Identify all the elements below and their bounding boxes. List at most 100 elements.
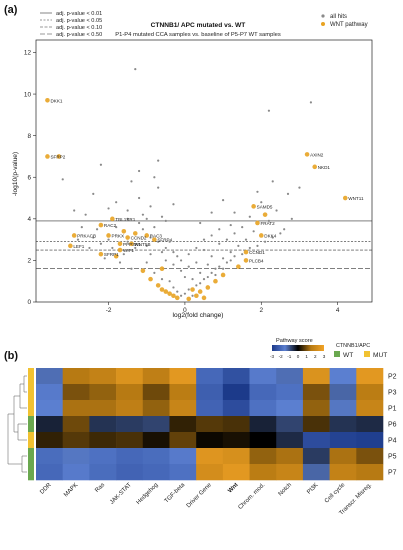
wnt-point <box>98 251 104 257</box>
wnt-point <box>125 235 130 240</box>
wnt-point <box>117 247 123 253</box>
hit-point <box>111 246 114 250</box>
heatmap-cell <box>329 416 357 433</box>
hit-point <box>218 242 221 245</box>
wnt-point <box>190 287 195 292</box>
volcano-ylabel: -log10(p-value) <box>12 152 19 196</box>
wnt-point <box>152 237 157 242</box>
group-legend-label: WT <box>343 352 353 359</box>
hit-point <box>107 207 110 210</box>
hit-point <box>149 253 152 256</box>
heatmap-cell <box>276 400 304 417</box>
heatmap-cell <box>356 416 384 433</box>
gene-label: WNT5B <box>134 242 150 247</box>
wnt-point <box>121 229 127 234</box>
heatmap-cell <box>89 464 117 481</box>
heatmap-cell <box>36 384 63 401</box>
row-label: P5 <box>388 454 397 461</box>
gene-label: AXIN2 <box>310 152 324 157</box>
hit-point <box>229 250 232 254</box>
hit-point <box>256 190 259 193</box>
hit-point <box>237 244 240 247</box>
hit-point <box>118 261 122 264</box>
heatmap-cell <box>302 400 330 417</box>
hit-point <box>183 275 187 279</box>
heatmap-cell <box>116 368 144 385</box>
threshold-legend-label: adj. p-value < 0.10 <box>56 25 102 31</box>
hit-point <box>256 244 259 247</box>
hit-point <box>126 240 129 243</box>
row-label: P2 <box>388 374 397 381</box>
row-label: P4 <box>388 438 397 445</box>
gene-label: RAC3 <box>150 233 163 238</box>
colorbar-tick-label: -2 <box>279 354 284 359</box>
heatmap-cell <box>142 400 170 417</box>
wnt-point <box>144 233 150 238</box>
wnt-point <box>167 291 172 296</box>
hit-point <box>134 68 137 71</box>
hit-point <box>248 215 251 218</box>
wnt-point <box>110 216 115 222</box>
y-tick-label: 0 <box>27 299 31 306</box>
wnt-point <box>174 295 180 301</box>
legend-wnt-label: WNT pathway <box>330 22 368 28</box>
hit-point <box>141 228 145 231</box>
gene-label: NKD1 <box>318 165 331 170</box>
wnt-point <box>68 243 73 249</box>
hit-point <box>233 255 236 258</box>
heatmap-cell <box>116 384 144 401</box>
heatmap-cell <box>329 400 357 417</box>
colorbar-tick-label: 2 <box>314 354 317 359</box>
hit-point <box>179 269 183 272</box>
hit-point <box>187 253 190 256</box>
hit-point <box>172 263 175 266</box>
heatmap-cell <box>62 448 90 465</box>
wnt-point <box>132 231 138 236</box>
heatmap-cell <box>249 400 277 417</box>
hit-point <box>260 201 263 204</box>
hit-point <box>233 232 236 235</box>
wnt-point <box>155 283 161 288</box>
heatmap-cells <box>36 368 384 481</box>
colorbar-tick-label: -3 <box>270 354 275 359</box>
column-label: MAPK <box>63 482 79 498</box>
hit-point <box>145 217 148 220</box>
hit-point <box>153 271 156 274</box>
hit-point <box>195 261 198 264</box>
heatmap-cell <box>196 368 224 385</box>
heatmap-cell <box>36 368 63 385</box>
heatmap-cell <box>142 416 170 433</box>
column-labels: DDR MAPK Ras JAK-STAT Hedgehog TGF-beta Driver… <box>39 482 373 517</box>
row-label: P6 <box>388 422 397 429</box>
heatmap-cell <box>116 400 144 417</box>
hit-point <box>115 226 118 229</box>
row-label: P7 <box>388 470 397 477</box>
hit-point <box>172 286 175 289</box>
hit-point <box>153 226 156 229</box>
hit-point <box>130 267 133 270</box>
heatmap-cell <box>276 464 304 481</box>
hit-point <box>168 280 171 283</box>
heatmap-cell <box>116 464 144 481</box>
heatmap-cell <box>249 368 277 385</box>
hit-point <box>248 246 251 250</box>
gene-label: TBL1XR1 <box>115 217 135 222</box>
heatmap-cell <box>222 368 250 385</box>
hit-point <box>191 294 194 297</box>
heatmap-cell <box>249 432 277 449</box>
group-legend-swatch <box>334 351 340 357</box>
gene-label: PRKX <box>112 233 125 238</box>
status-cell <box>28 432 34 449</box>
wnt-point <box>197 289 203 294</box>
pathway-score-ticks: -3 -2 -1 0 1 2 3 <box>270 354 326 359</box>
hit-point <box>309 101 313 104</box>
heatmap-cell <box>276 448 304 465</box>
heatmap-cell <box>302 416 330 433</box>
hit-point <box>298 186 301 189</box>
heatmap-cell <box>142 464 170 481</box>
hit-point <box>290 217 293 220</box>
group-legend-title: CTNNB1/APC <box>336 343 370 349</box>
y-tick-label: 10 <box>24 91 32 98</box>
x-tick-label: 4 <box>336 307 340 314</box>
status-bar <box>28 368 34 481</box>
